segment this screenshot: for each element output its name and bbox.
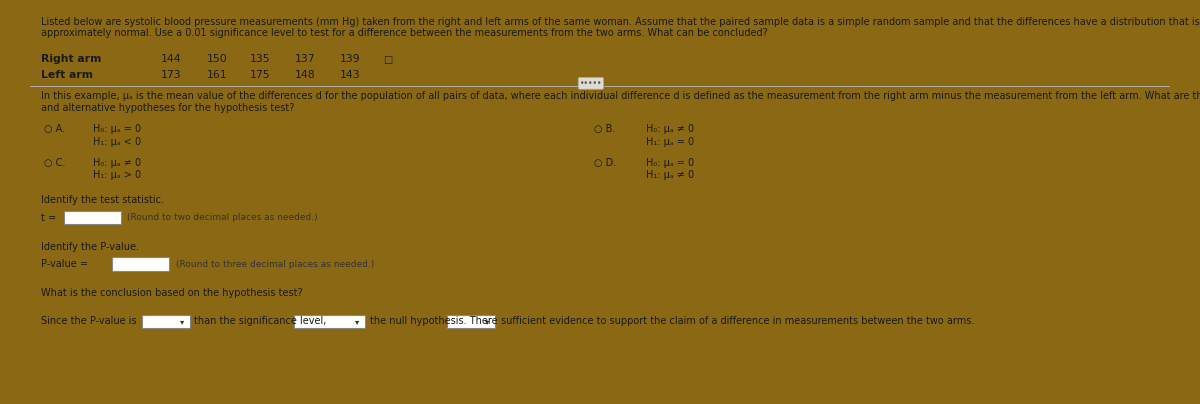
Bar — [448, 315, 496, 328]
Text: 173: 173 — [161, 70, 181, 80]
Text: (Round to three decimal places as needed.): (Round to three decimal places as needed… — [176, 259, 374, 269]
Text: the null hypothesis. There: the null hypothesis. There — [370, 316, 497, 326]
Text: ○ A.: ○ A. — [43, 124, 65, 135]
Text: □: □ — [384, 55, 392, 65]
Text: What is the conclusion based on the hypothesis test?: What is the conclusion based on the hypo… — [41, 288, 304, 298]
Text: sufficient evidence to support the claim of a difference in measurements between: sufficient evidence to support the claim… — [500, 316, 974, 326]
Bar — [142, 315, 190, 328]
Text: 137: 137 — [294, 54, 316, 64]
Text: Left arm: Left arm — [41, 70, 94, 80]
Text: Right arm: Right arm — [41, 54, 102, 64]
Text: ○ C.: ○ C. — [43, 158, 65, 168]
Text: •••••: ••••• — [580, 79, 602, 88]
Text: ▾: ▾ — [180, 317, 184, 326]
Text: 175: 175 — [250, 70, 271, 80]
Text: P-value =: P-value = — [41, 259, 89, 269]
Text: and alternative hypotheses for the hypothesis test?: and alternative hypotheses for the hypot… — [41, 103, 295, 113]
Text: than the significance level,: than the significance level, — [194, 316, 326, 326]
Text: Listed below are systolic blood pressure measurements (mm Hg) taken from the rig: Listed below are systolic blood pressure… — [41, 17, 1200, 27]
Text: ▾: ▾ — [485, 317, 490, 326]
Text: (Round to two decimal places as needed.): (Round to two decimal places as needed.) — [127, 213, 318, 222]
Text: H₁: μₐ < 0: H₁: μₐ < 0 — [92, 137, 140, 147]
Text: Since the P-value is: Since the P-value is — [41, 316, 137, 326]
Text: 139: 139 — [340, 54, 361, 64]
Text: In this example, μₐ is the mean value of the differences d for the population of: In this example, μₐ is the mean value of… — [41, 91, 1200, 101]
Text: H₀: μₐ = 0: H₀: μₐ = 0 — [92, 124, 140, 135]
Text: 150: 150 — [206, 54, 228, 64]
Bar — [112, 257, 169, 271]
Text: H₁: μₐ ≠ 0: H₁: μₐ ≠ 0 — [646, 170, 694, 180]
Text: 161: 161 — [206, 70, 227, 80]
Text: H₁: μₐ = 0: H₁: μₐ = 0 — [646, 137, 694, 147]
Text: 148: 148 — [294, 70, 316, 80]
Text: ○ B.: ○ B. — [594, 124, 616, 135]
Text: approximately normal. Use a 0.01 significance level to test for a difference bet: approximately normal. Use a 0.01 signifi… — [41, 28, 768, 38]
Text: H₀: μₐ = 0: H₀: μₐ = 0 — [646, 158, 694, 168]
Text: 144: 144 — [161, 54, 181, 64]
Text: ▾: ▾ — [355, 317, 359, 326]
Text: 135: 135 — [250, 54, 271, 64]
Text: H₀: μₐ ≠ 0: H₀: μₐ ≠ 0 — [92, 158, 140, 168]
Text: 143: 143 — [340, 70, 361, 80]
Text: t =: t = — [41, 213, 56, 223]
Text: H₁: μₐ > 0: H₁: μₐ > 0 — [92, 170, 140, 180]
Bar — [294, 315, 365, 328]
Text: Identify the P-value.: Identify the P-value. — [41, 242, 139, 252]
Bar — [64, 210, 121, 225]
Text: H₀: μₐ ≠ 0: H₀: μₐ ≠ 0 — [646, 124, 694, 135]
Text: Identify the test statistic.: Identify the test statistic. — [41, 195, 164, 205]
Text: ○ D.: ○ D. — [594, 158, 617, 168]
